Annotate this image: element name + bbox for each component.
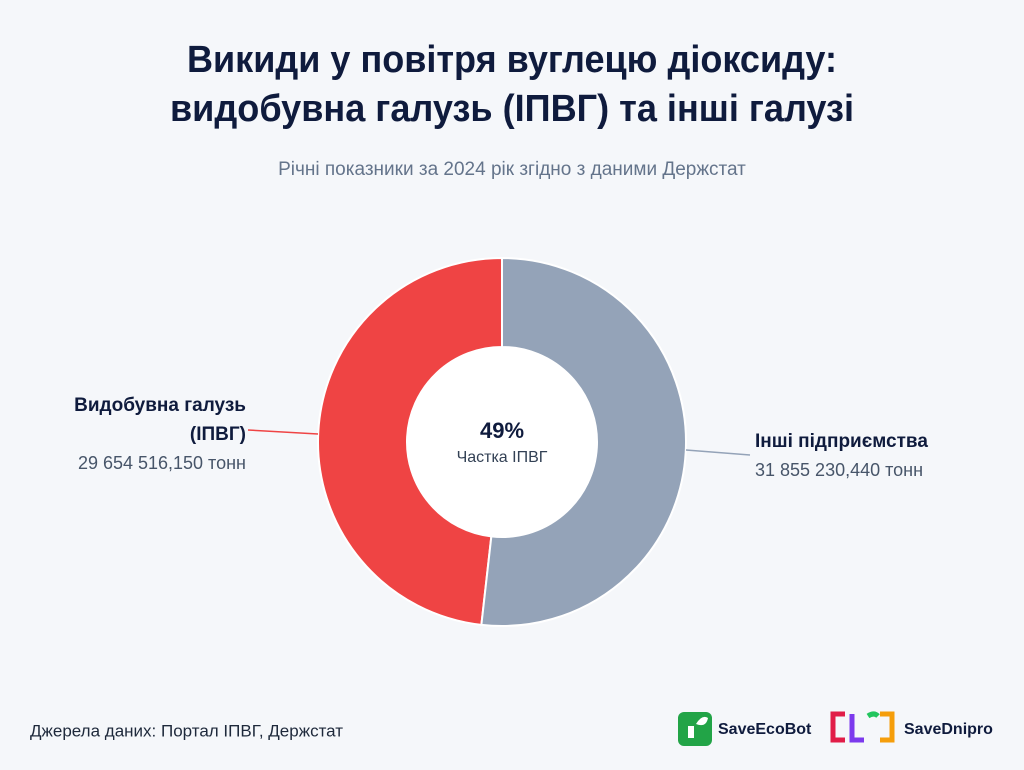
value-label: 31 855 230,440 тонн xyxy=(755,460,924,480)
value-label: 29 654 516,150 тонн xyxy=(77,453,246,473)
slice-label: Інші підприємства 31 855 230,440 тонн xyxy=(755,427,1015,484)
source: Джерела даних: Портал ІПВГ, Держстат xyxy=(30,721,343,740)
chart-title: видобувна галузь (ІПВГ) та інші галузі xyxy=(170,88,854,130)
chart-title: Викиди у повітря вуглецю діоксиду: xyxy=(187,39,837,81)
logo-icon xyxy=(688,716,708,738)
connector xyxy=(247,429,319,435)
slice-label: Видобувна галузь (ІПВГ) 29 654 516,150 т… xyxy=(20,391,246,477)
logo-icon xyxy=(678,712,712,746)
logo-text: SaveDnipro xyxy=(904,721,993,738)
center-value: 49% xyxy=(480,418,524,443)
logo-text: SaveEcoBot xyxy=(718,721,812,738)
donut-hole xyxy=(407,347,597,537)
logo-icon xyxy=(830,711,895,743)
connector xyxy=(685,449,751,456)
subtitle: Річні показники за 2024 рік згідно з дан… xyxy=(278,159,746,180)
category-label: Видобувна галузь (ІПВГ) xyxy=(74,395,246,445)
category-label: Інші підприємства xyxy=(755,431,928,452)
center-caption: Частка ІПВГ xyxy=(457,449,548,466)
donut xyxy=(317,256,687,627)
